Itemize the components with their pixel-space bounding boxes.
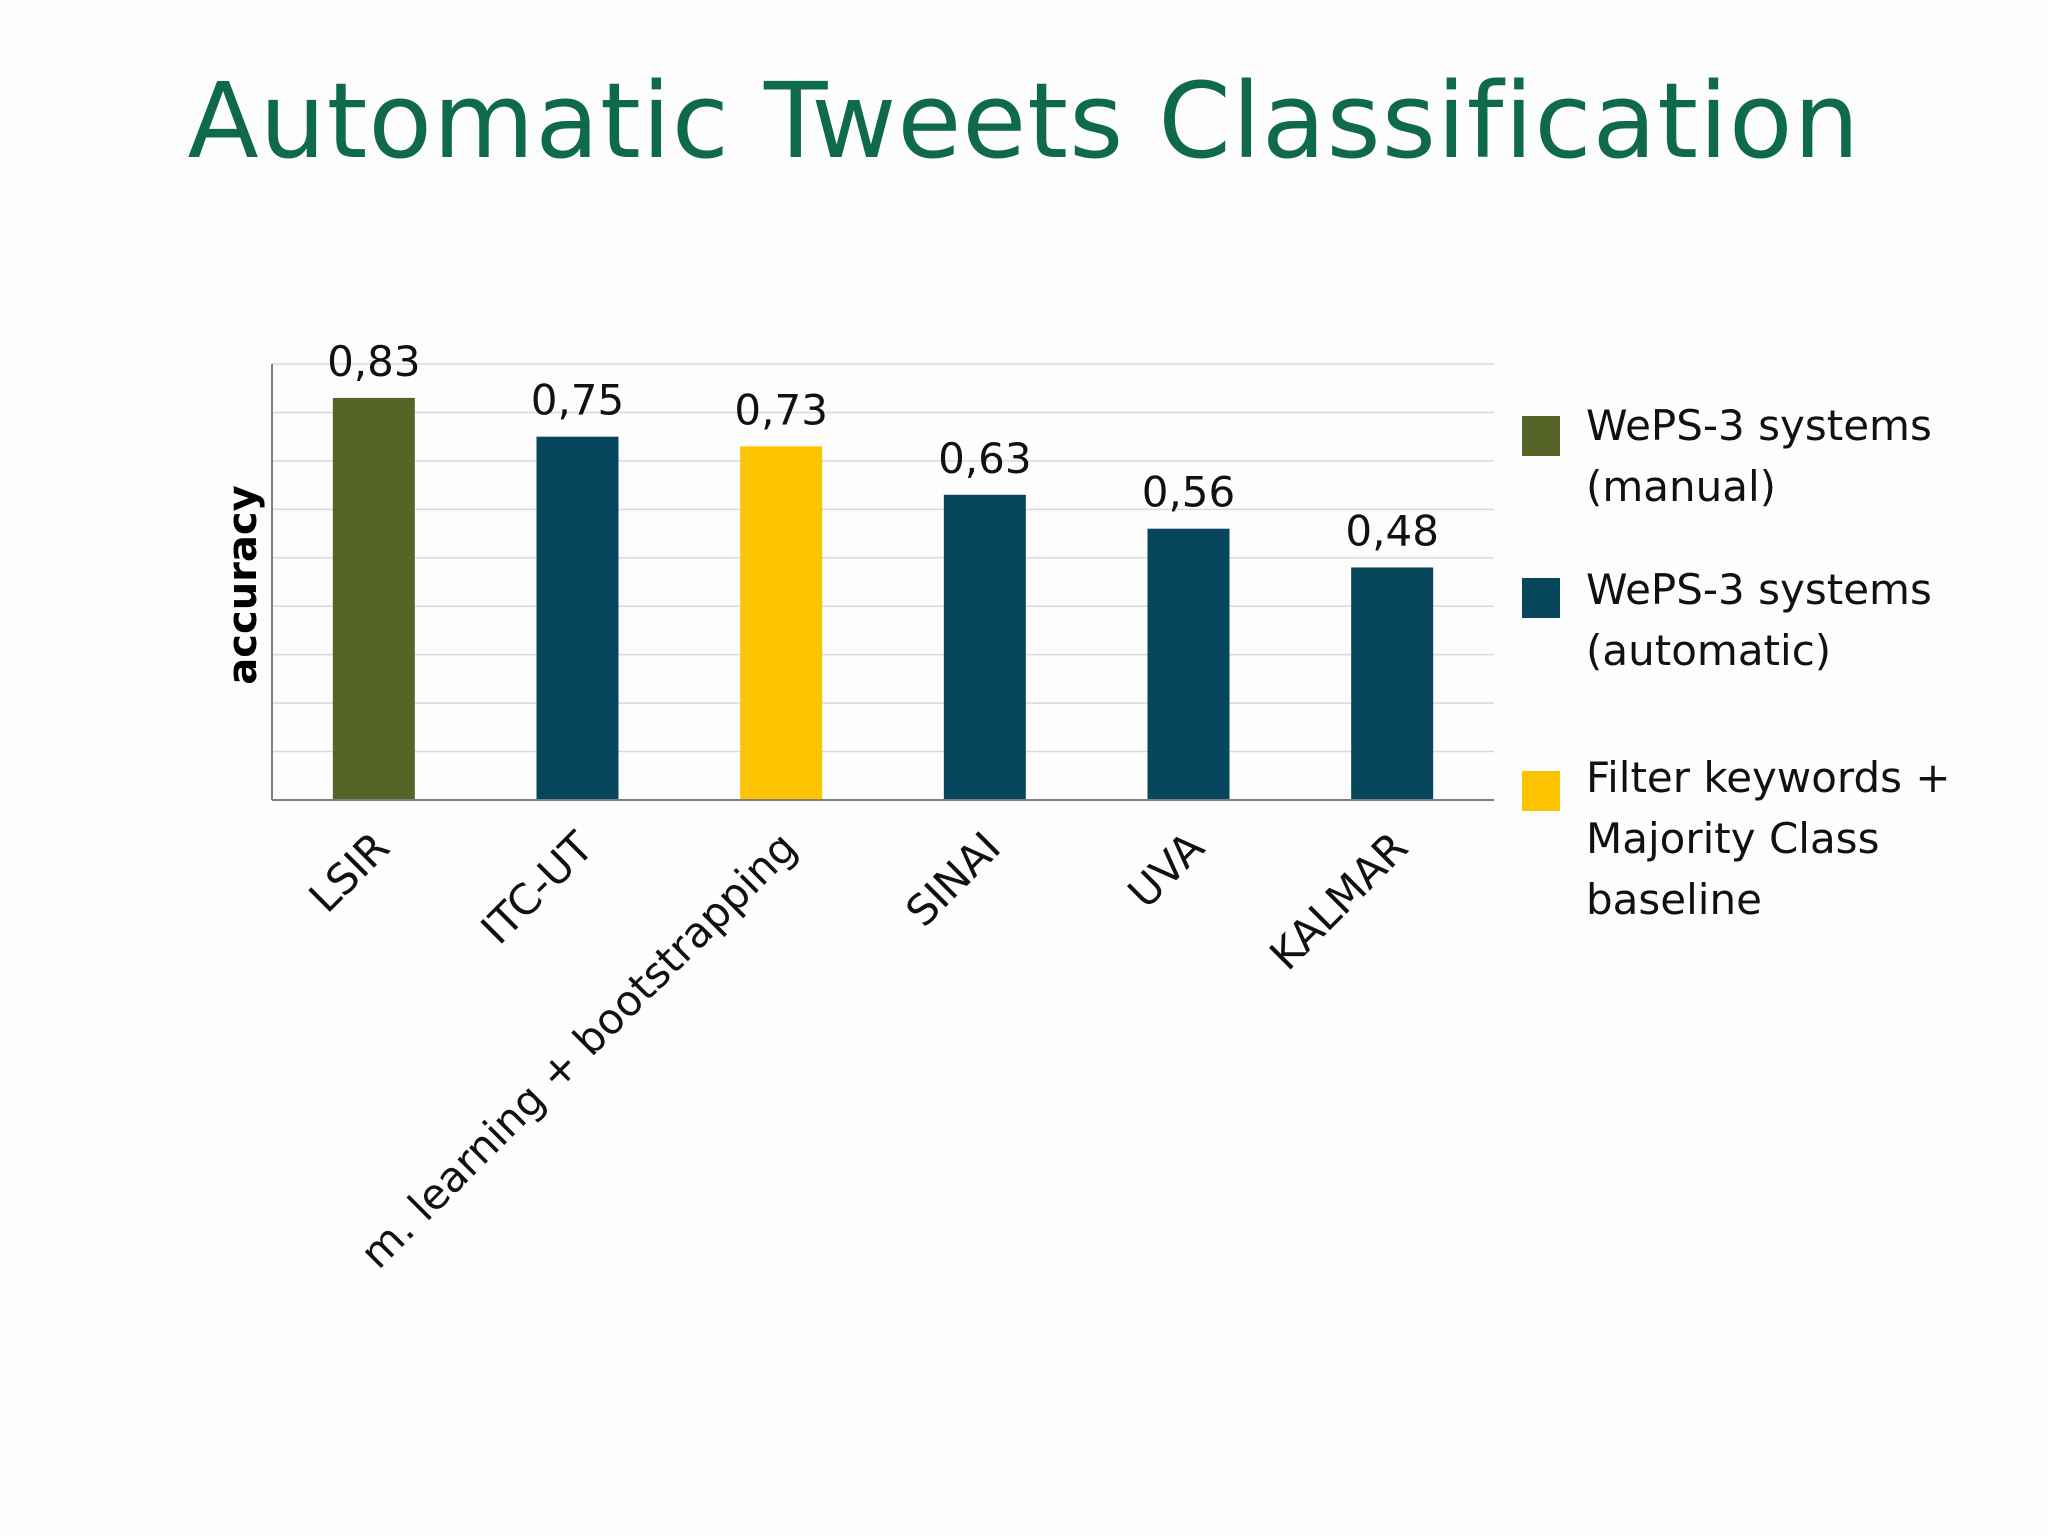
- category-label: LSIR: [299, 822, 398, 921]
- slide-title: Automatic Tweets Classification: [187, 60, 1861, 182]
- value-label: 0,48: [1345, 506, 1439, 555]
- value-label: 0,75: [531, 376, 625, 425]
- value-label: 0,83: [327, 337, 421, 386]
- category-labels: LSIR ITC-UTm. learning + bootstrapping SIN…: [299, 822, 1417, 1278]
- legend-label: WePS-3 systems: [1586, 565, 1932, 614]
- value-label: 0,56: [1142, 468, 1236, 517]
- category-label: ITC-UT: [471, 822, 602, 953]
- bar-kalmar: [1351, 567, 1434, 800]
- legend-item-automatic: WePS-3 systems (automatic): [1522, 565, 1932, 675]
- bar-sinai: [943, 494, 1026, 800]
- category-label: m. learning + bootstrapping: [351, 822, 806, 1277]
- bar-itc-ut: [536, 436, 619, 800]
- legend-label: (manual): [1586, 462, 1776, 511]
- legend-swatch: [1522, 578, 1560, 618]
- legend-label: (automatic): [1586, 626, 1831, 675]
- legend-label: Majority Class: [1586, 814, 1879, 863]
- category-label: SINAI: [896, 822, 1010, 936]
- y-axis-title: accuracy: [220, 485, 266, 684]
- legend: WePS-3 systems (manual) WePS-3 systems (aut…: [1522, 401, 1951, 924]
- axes: [271, 364, 1494, 801]
- legend-item-manual: WePS-3 systems (manual): [1522, 401, 1932, 511]
- legend-label: baseline: [1586, 875, 1762, 924]
- category-label: KALMAR: [1260, 822, 1417, 979]
- category-label: UVA: [1118, 822, 1213, 917]
- legend-swatch: [1522, 771, 1560, 811]
- legend-item-baseline: Filter keywords + Majority Class baseline: [1522, 753, 1951, 924]
- bar-m-learning-bootstrapping: [740, 446, 823, 800]
- legend-label: WePS-3 systems: [1586, 401, 1932, 450]
- legend-swatch: [1522, 416, 1560, 456]
- bars: [332, 397, 1434, 800]
- value-label: 0,73: [734, 385, 828, 434]
- bar-lsir: [332, 397, 415, 800]
- gridlines: [272, 363, 1494, 753]
- bar-uva: [1147, 528, 1230, 800]
- value-labels: 0,83 0,75 0,73 0,63 0,56 0,48: [327, 337, 1439, 556]
- legend-label: Filter keywords +: [1586, 753, 1951, 802]
- value-label: 0,63: [938, 434, 1032, 483]
